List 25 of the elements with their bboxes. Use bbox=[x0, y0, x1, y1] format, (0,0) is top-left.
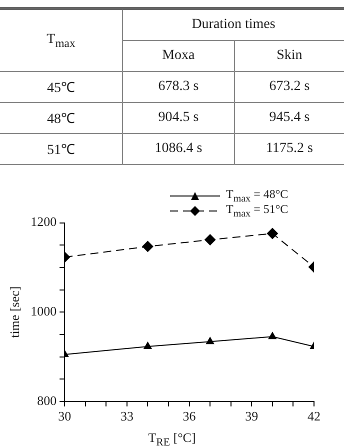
legend-label: T$_{max}$ = 51°C bbox=[226, 202, 288, 220]
y-axis-title: T$_{max}$ bbox=[0, 8, 122, 72]
data-label: 904.5 s bbox=[122, 102, 234, 134]
x-axis-title: T$_{RE}$ [°C] bbox=[147, 430, 197, 448]
y-axis-title: time [sec] bbox=[7, 286, 22, 338]
x-tick-label: 42 bbox=[308, 408, 320, 424]
x-tick-label: Skin bbox=[234, 40, 344, 72]
x-tick-label: 30 bbox=[58, 408, 72, 424]
x-tick-label: Moxa bbox=[122, 40, 234, 72]
x-tick-label: 39 bbox=[245, 408, 258, 424]
y-tick-label: 1200 bbox=[30, 214, 57, 230]
y-tick-label: 1000 bbox=[30, 304, 57, 319]
x-tick-label: 36 bbox=[182, 408, 196, 424]
data-label: 673.2 s bbox=[234, 72, 344, 102]
data-label: 1086.4 s bbox=[122, 134, 234, 164]
y-tick-label: 51℃ bbox=[0, 134, 122, 164]
data-label: 678.3 s bbox=[122, 72, 234, 102]
y-tick-label: 800 bbox=[37, 392, 57, 408]
legend-label: T$_{max}$ = 48°C bbox=[226, 186, 288, 204]
y-tick-label: 45℃ bbox=[0, 72, 122, 102]
y-tick-label: 48℃ bbox=[0, 102, 122, 134]
chart-title: Duration times bbox=[122, 8, 344, 40]
data-label: 1175.2 s bbox=[234, 134, 344, 164]
x-tick-label: 33 bbox=[120, 408, 134, 424]
data-label: 945.4 s bbox=[234, 102, 344, 134]
